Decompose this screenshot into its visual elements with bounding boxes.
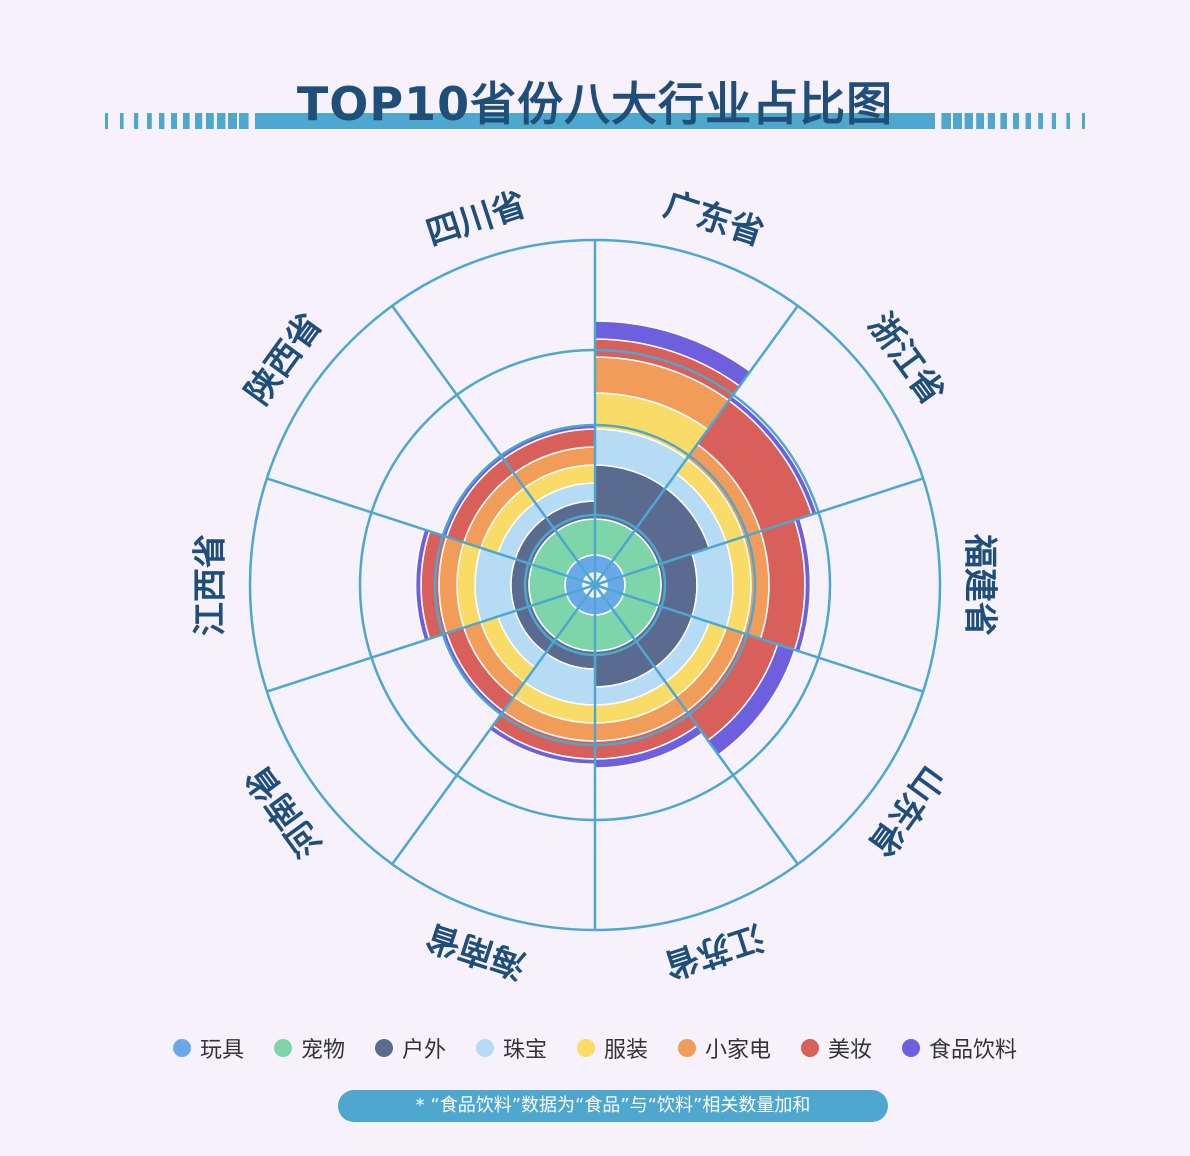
legend-dot bbox=[678, 1039, 697, 1057]
grid-spoke bbox=[266, 477, 596, 587]
legend-item: 宠物 bbox=[273, 1032, 345, 1064]
category-label: 福建省 bbox=[960, 533, 1000, 636]
chart-title: TOP10省份八大行业占比图 bbox=[296, 77, 894, 131]
category-label: 海南省 bbox=[421, 916, 530, 986]
grid-spoke bbox=[593, 584, 799, 865]
legend-dot bbox=[172, 1039, 191, 1057]
footnote: * “食品饮料”数据为“食品”与“饮料”相关数量加和 bbox=[338, 1090, 888, 1122]
legend-label: 珠宝 bbox=[502, 1038, 547, 1063]
legend-item: 珠宝 bbox=[475, 1032, 547, 1064]
bar-segment bbox=[691, 541, 734, 629]
grid-spoke bbox=[266, 583, 596, 693]
legend-label: 宠物 bbox=[300, 1038, 345, 1063]
legend-label: 服装 bbox=[604, 1038, 649, 1063]
title-decoration-bar bbox=[105, 113, 1085, 129]
legend-dot bbox=[801, 1039, 820, 1057]
legend-label: 玩具 bbox=[199, 1038, 244, 1063]
legend-dot bbox=[475, 1039, 494, 1057]
grid-spoke bbox=[593, 305, 799, 586]
category-label: 四川省 bbox=[421, 185, 530, 255]
legend-item: 小家电 bbox=[678, 1032, 771, 1064]
category-label: 陕西省 bbox=[238, 306, 330, 412]
category-label: 江西省 bbox=[191, 534, 231, 636]
legend-label: 小家电 bbox=[705, 1038, 772, 1063]
legend-item: 食品饮料 bbox=[902, 1032, 1017, 1064]
bar-segment bbox=[510, 558, 534, 612]
category-label: 浙江省 bbox=[860, 306, 952, 412]
category-label: 广东省 bbox=[659, 185, 768, 255]
legend-item: 美妆 bbox=[801, 1032, 872, 1064]
grid-spoke bbox=[594, 477, 924, 587]
grid-spoke bbox=[594, 583, 924, 693]
category-label: 河南省 bbox=[238, 758, 330, 864]
grid-spoke bbox=[391, 584, 597, 865]
grid-spoke bbox=[391, 305, 597, 586]
legend-label: 美妆 bbox=[828, 1038, 873, 1063]
legend-item: 玩具 bbox=[172, 1032, 244, 1064]
legend-item: 户外 bbox=[374, 1032, 446, 1064]
legend-label: 食品饮料 bbox=[929, 1038, 1018, 1063]
legend-label: 户外 bbox=[401, 1038, 446, 1063]
legend: 玩具 宠物 户外 珠宝 服装 小家电 美妆 食品饮料 bbox=[0, 1032, 1190, 1064]
bar-segment bbox=[474, 546, 517, 624]
legend-item: 服装 bbox=[577, 1032, 648, 1064]
legend-dot bbox=[374, 1039, 393, 1057]
category-label: 江苏省 bbox=[659, 916, 768, 986]
legend-dot bbox=[577, 1039, 595, 1057]
legend-dot bbox=[902, 1039, 921, 1057]
category-label: 山东省 bbox=[860, 758, 952, 864]
legend-dot bbox=[273, 1039, 292, 1057]
